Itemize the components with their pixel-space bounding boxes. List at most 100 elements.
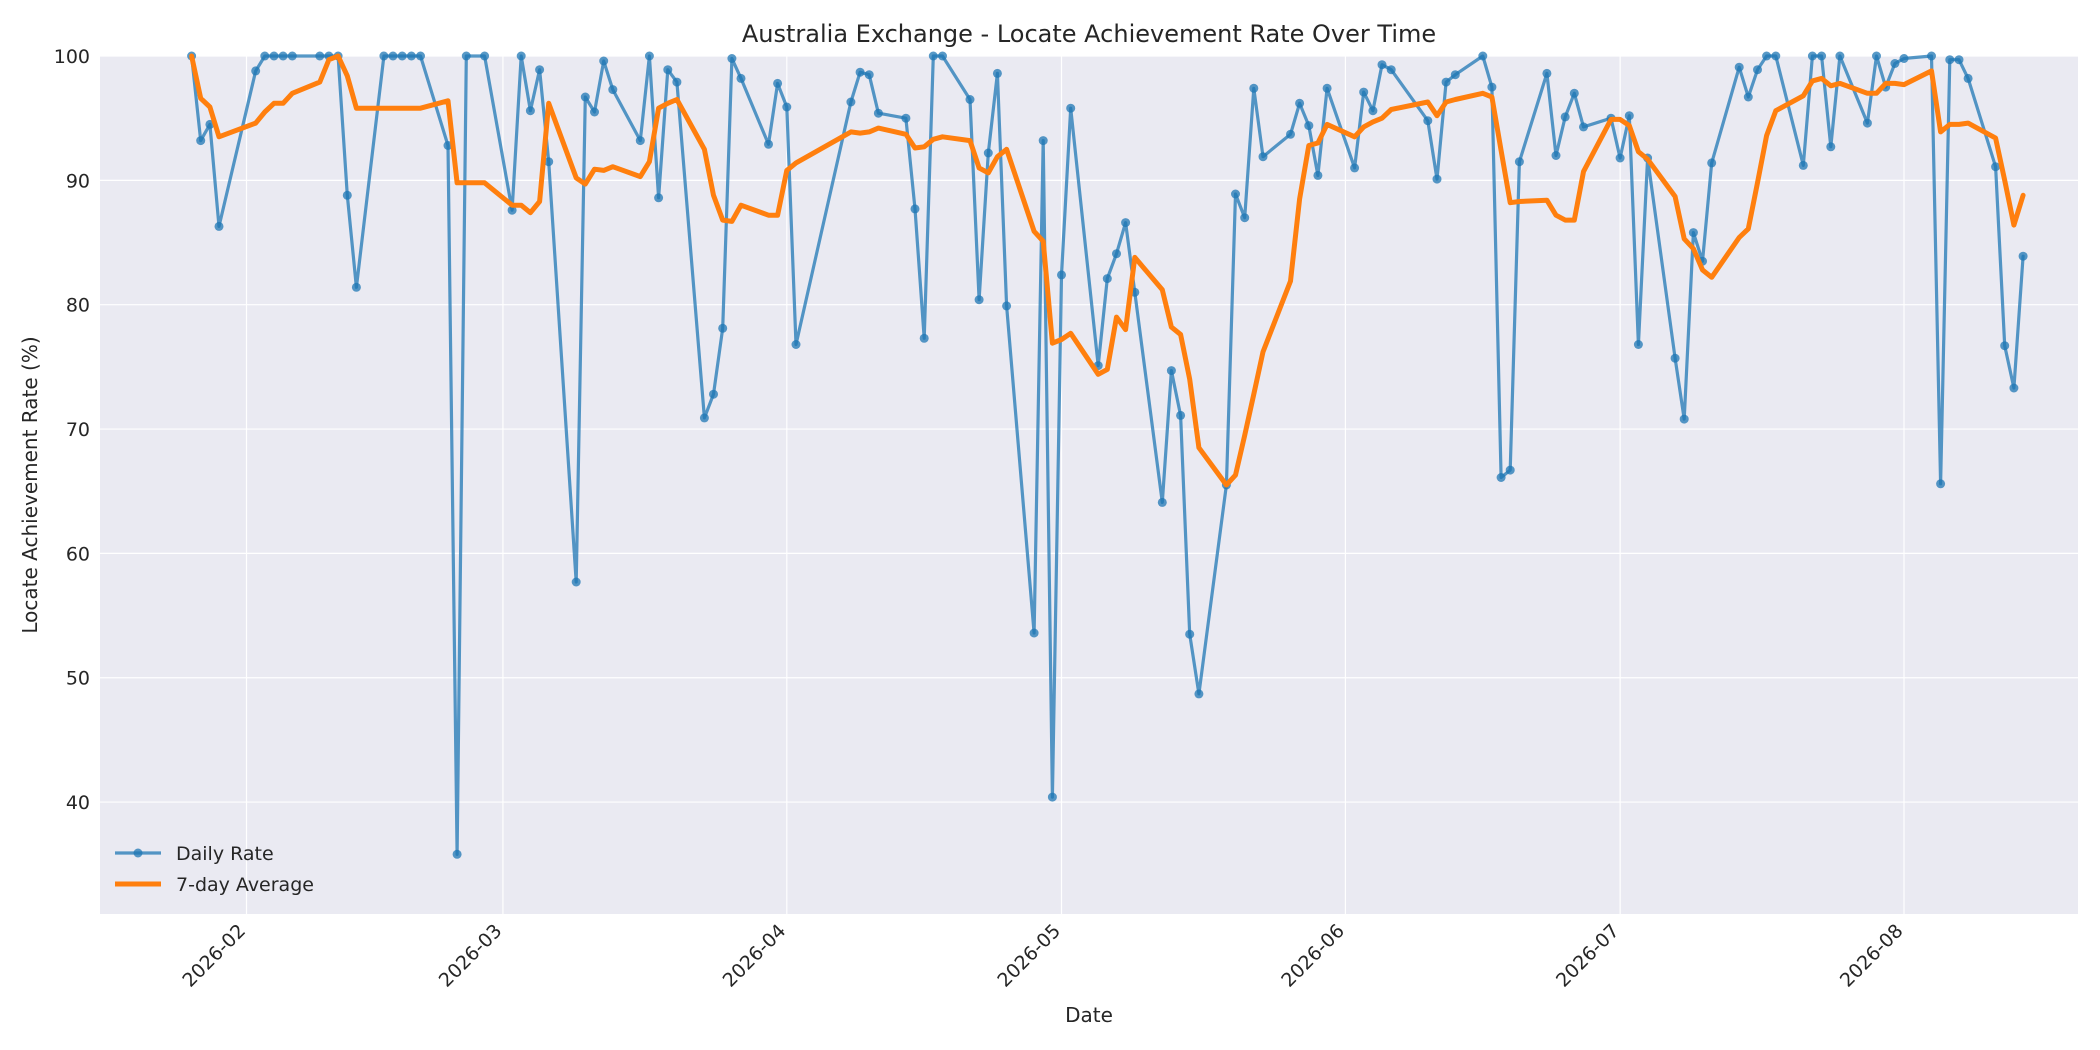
data-point-daily-rate [1359, 87, 1369, 97]
data-point-daily-rate [965, 95, 975, 104]
data-point-daily-rate [269, 51, 279, 61]
data-point-daily-rate [1066, 103, 1076, 113]
legend: Daily Rate 7-day Average [115, 843, 314, 896]
data-point-daily-rate [2009, 383, 2019, 393]
data-point-daily-rate [1322, 83, 1332, 93]
data-point-daily-rate [1936, 479, 1946, 489]
data-point-daily-rate [974, 295, 984, 305]
data-point-daily-rate [1688, 228, 1698, 238]
data-point-daily-rate [416, 51, 425, 61]
data-point-daily-rate [1514, 157, 1524, 167]
data-point-daily-rate [919, 333, 929, 343]
data-point-daily-rate [1798, 160, 1808, 170]
data-point-daily-rate [599, 56, 609, 66]
series-line-7-day-average [189, 53, 2026, 488]
data-point-daily-rate [1963, 73, 1973, 83]
data-point-daily-rate [1899, 54, 1909, 63]
data-point-daily-rate [727, 54, 737, 63]
data-point-daily-rate [644, 51, 654, 61]
data-point-daily-rate [1771, 51, 1781, 61]
data-point-daily-rate [1249, 83, 1259, 93]
data-point-daily-rate [1258, 152, 1268, 162]
data-point-daily-rate [278, 51, 288, 61]
data-point-daily-rate [901, 113, 911, 123]
data-point-daily-rate [1579, 122, 1588, 132]
legend-label-7-day-average: 7-day Average [176, 874, 314, 896]
data-point-daily-rate [1432, 174, 1442, 184]
data-point-daily-rate [1047, 792, 1057, 802]
data-point-daily-rate [1057, 270, 1066, 280]
data-point-daily-rate [791, 340, 801, 349]
data-point-daily-rate [663, 65, 673, 75]
data-point-daily-rate [1450, 70, 1460, 80]
data-point-daily-rate [214, 221, 224, 231]
data-point-daily-rate [379, 51, 389, 61]
data-point-daily-rate [1121, 218, 1131, 228]
data-point-daily-rate [1304, 121, 1314, 131]
data-point-daily-rate [580, 92, 590, 102]
data-point-daily-rate [196, 136, 206, 146]
data-point-daily-rate [1707, 158, 1717, 168]
data-point-daily-rate [1753, 65, 1762, 75]
data-point-daily-rate [1112, 249, 1121, 259]
data-point-daily-rate [516, 51, 526, 61]
data-point-daily-rate [351, 282, 361, 292]
data-point-daily-rate [406, 51, 416, 61]
data-point-daily-rate [864, 70, 874, 80]
data-point-daily-rate [1991, 162, 2001, 172]
data-point-daily-rate [699, 413, 709, 423]
data-point-daily-rate [928, 51, 938, 61]
data-point-daily-rate [764, 139, 773, 149]
data-point-daily-rate [736, 73, 746, 83]
data-point-daily-rate [1624, 111, 1634, 121]
data-point-daily-rate [544, 157, 554, 167]
data-point-daily-rate [1551, 151, 1561, 160]
y-axis-title: Locate Achievement Rate (%) [18, 336, 42, 633]
data-point-daily-rate [1890, 59, 1900, 68]
data-point-daily-rate [388, 51, 398, 61]
data-point-daily-rate [452, 849, 462, 859]
data-point-daily-rate [1286, 129, 1295, 139]
chart-title: Australia Exchange - Locate Achievement … [742, 20, 1436, 48]
data-point-daily-rate [1176, 410, 1186, 420]
data-point-daily-rate [1240, 213, 1250, 223]
data-point-daily-rate [2000, 341, 2010, 351]
data-point-daily-rate [1386, 65, 1396, 75]
data-point-daily-rate [635, 136, 645, 146]
data-point-daily-rate [571, 577, 581, 587]
data-point-daily-rate [525, 106, 535, 116]
data-point-daily-rate [709, 389, 718, 399]
data-point-daily-rate [1441, 77, 1451, 87]
data-point-daily-rate [342, 190, 352, 200]
data-point-daily-rate [1350, 163, 1360, 173]
data-point-daily-rate [1487, 82, 1497, 92]
data-point-daily-rate [1835, 51, 1845, 61]
data-point-daily-rate [1807, 51, 1817, 61]
plot-area [100, 56, 2078, 914]
series-layer [187, 51, 2028, 859]
data-point-daily-rate [773, 78, 783, 88]
data-point-daily-rate [938, 51, 947, 61]
data-point-daily-rate [287, 51, 297, 61]
data-point-daily-rate [1377, 60, 1387, 70]
data-point-daily-rate [1194, 689, 1204, 699]
data-point-daily-rate [1872, 51, 1881, 61]
data-point-daily-rate [1954, 55, 1964, 65]
legend-marker-daily-rate [133, 848, 143, 858]
data-point-daily-rate [1478, 51, 1488, 61]
data-point-daily-rate [1295, 98, 1305, 108]
y-tick-label: 60 [66, 543, 90, 565]
data-point-daily-rate [855, 67, 865, 77]
data-point-daily-rate [535, 65, 545, 75]
y-tick-label: 40 [66, 792, 90, 814]
y-tick-label: 90 [66, 170, 90, 192]
data-point-daily-rate [1496, 473, 1506, 482]
data-point-daily-rate [1166, 366, 1176, 376]
data-point-daily-rate [2018, 251, 2028, 261]
data-point-daily-rate [1231, 189, 1240, 199]
data-point-daily-rate [1313, 170, 1323, 180]
data-point-daily-rate [1569, 88, 1579, 98]
y-tick-label: 50 [66, 668, 90, 690]
data-point-daily-rate [1560, 112, 1570, 122]
data-point-daily-rate [590, 107, 599, 117]
